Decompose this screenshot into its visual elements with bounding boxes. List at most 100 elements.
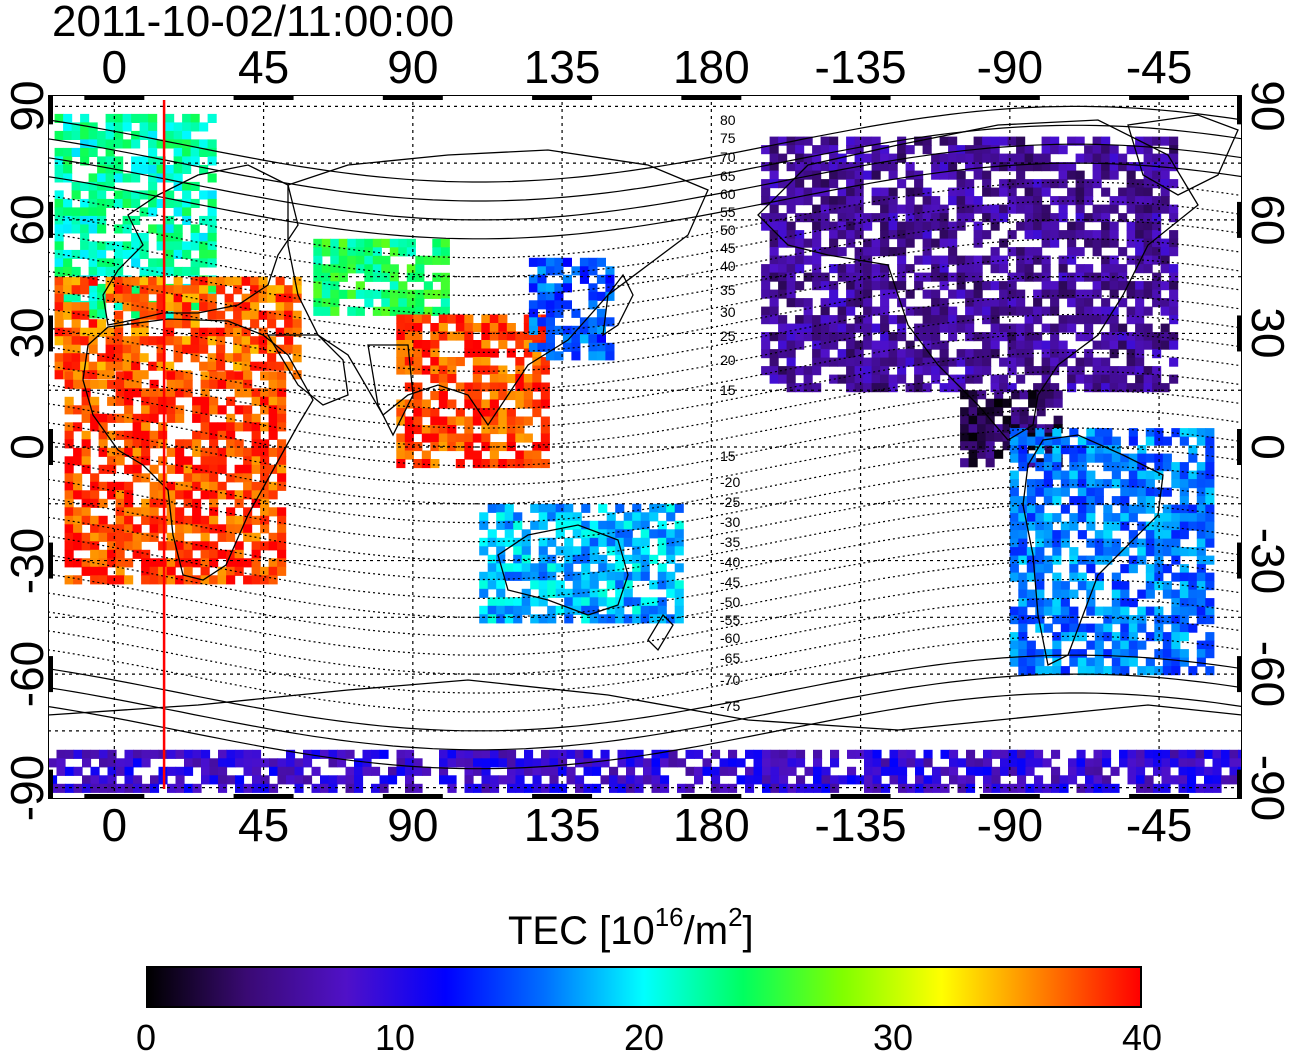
tec-cell-australia <box>598 614 608 624</box>
tec-cell-antarctica <box>592 783 602 793</box>
tec-cell-antarctica <box>1144 758 1154 768</box>
tec-cell-north-america <box>1169 230 1179 240</box>
tec-cell-africa <box>64 405 74 415</box>
tec-cell-south-america <box>1205 606 1215 616</box>
tec-cell-south-america <box>1111 649 1121 659</box>
tec-cell-australia <box>589 520 599 530</box>
tec-cell-japan <box>545 300 555 310</box>
tec-cell-japan <box>554 300 564 310</box>
colorbar <box>146 966 1142 1008</box>
tec-cell-antarctica <box>524 783 534 793</box>
tec-cell-north-africa <box>122 302 132 312</box>
tec-cell-north-america <box>769 153 779 163</box>
tec-cell-africa <box>260 456 270 466</box>
tec-cell-antarctica <box>1136 758 1146 768</box>
tec-cell-antarctica <box>73 783 83 793</box>
tec-cell-africa <box>183 566 193 576</box>
tec-cell-south-america <box>1120 453 1130 463</box>
tec-cell-australia <box>504 563 514 573</box>
tec-cell-north-africa <box>165 302 175 312</box>
tec-cell-north-africa <box>216 344 226 354</box>
tec-cell-north-america <box>803 238 813 248</box>
tec-cell-south-america <box>1103 606 1113 616</box>
tec-cell-africa <box>115 481 125 491</box>
tec-cell-japan <box>537 274 547 284</box>
tec-cell-central-america <box>1011 407 1021 417</box>
tec-cell-europe <box>80 241 90 251</box>
tec-cell-australia <box>598 571 608 581</box>
tec-cell-antarctica <box>371 749 381 759</box>
tec-cell-south-america <box>1205 428 1215 438</box>
tec-cell-antarctica <box>609 775 619 785</box>
tec-cell-antarctica <box>1170 775 1180 785</box>
tec-cell-antarctica <box>1017 766 1027 776</box>
tec-cell-north-america <box>863 289 873 299</box>
tec-cell-north-america <box>863 255 873 265</box>
tec-cell-south-america <box>1035 581 1045 591</box>
tec-cell-south-asia <box>396 399 406 409</box>
tec-cell-south-asia <box>540 365 550 375</box>
tec-cell-africa <box>243 456 253 466</box>
tec-cell-antarctica <box>1153 758 1163 768</box>
tec-cell-north-america <box>888 340 898 350</box>
tec-cell-europe <box>54 130 64 140</box>
tec-cell-south-asia <box>455 433 465 443</box>
tec-cell-north-america <box>1075 179 1085 189</box>
tec-cell-north-africa <box>97 353 107 363</box>
tec-cell-north-america <box>846 357 856 367</box>
tec-cell-north-africa <box>292 353 302 363</box>
tec-cell-north-america <box>1101 340 1111 350</box>
tec-cell-australia <box>496 605 506 615</box>
tec-cell-south-america <box>1094 428 1104 438</box>
tec-cell-south-america <box>1162 581 1172 591</box>
tec-cell-south-america <box>1179 470 1189 480</box>
tec-cell-north-america <box>803 213 813 223</box>
tec-cell-north-america <box>812 255 822 265</box>
tec-cell-north-america <box>1041 238 1051 248</box>
tec-cell-north-america <box>1067 136 1077 146</box>
tec-cell-south-asia <box>447 314 457 324</box>
tec-cell-north-america <box>999 213 1009 223</box>
tec-cell-australia <box>666 503 676 513</box>
tec-cell-africa <box>141 507 151 517</box>
tec-cell-australia <box>649 529 659 539</box>
tec-cell-north-america <box>948 383 958 393</box>
tec-cell-africa <box>90 396 100 406</box>
tec-cell-south-america <box>1103 428 1113 438</box>
tec-cell-africa <box>132 532 142 542</box>
tec-cell-africa <box>243 447 253 457</box>
tec-cell-antarctica <box>966 783 976 793</box>
tec-cell-africa <box>132 447 142 457</box>
tec-cell-north-america <box>1092 366 1102 376</box>
tec-cell-africa <box>64 524 74 534</box>
tec-cell-north-africa <box>114 285 124 295</box>
tec-cell-africa <box>268 396 278 406</box>
tec-cell-africa <box>243 507 253 517</box>
tec-cell-europe <box>190 232 200 242</box>
tec-cell-central-asia <box>415 272 425 282</box>
lat-left-label: 0 <box>1 434 53 460</box>
tec-cell-australia <box>530 520 540 530</box>
tec-cell-japan <box>537 283 547 293</box>
tec-cell-europe <box>173 224 183 234</box>
tec-cell-north-america <box>1016 298 1026 308</box>
tec-cell-central-asia <box>364 255 374 265</box>
tec-cell-australia <box>649 614 659 624</box>
tec-cell-north-america <box>880 281 890 291</box>
tec-cell-north-africa <box>88 327 98 337</box>
tec-cell-europe <box>156 198 166 208</box>
tec-cell-south-america <box>1128 657 1138 667</box>
tec-cell-antarctica <box>668 749 678 759</box>
tec-cell-north-america <box>769 289 779 299</box>
tec-cell-central-asia <box>338 255 348 265</box>
tec-cell-south-asia <box>481 425 491 435</box>
tec-cell-south-america <box>1145 564 1155 574</box>
tec-cell-north-america <box>1126 340 1136 350</box>
tec-cell-antarctica <box>1187 783 1197 793</box>
tec-cell-south-america <box>1009 530 1019 540</box>
tec-cell-antarctica <box>218 749 228 759</box>
tec-cell-africa <box>251 566 261 576</box>
tec-cell-north-africa <box>114 293 124 303</box>
tec-cell-north-america <box>812 221 822 231</box>
tec-cell-north-africa <box>122 344 132 354</box>
